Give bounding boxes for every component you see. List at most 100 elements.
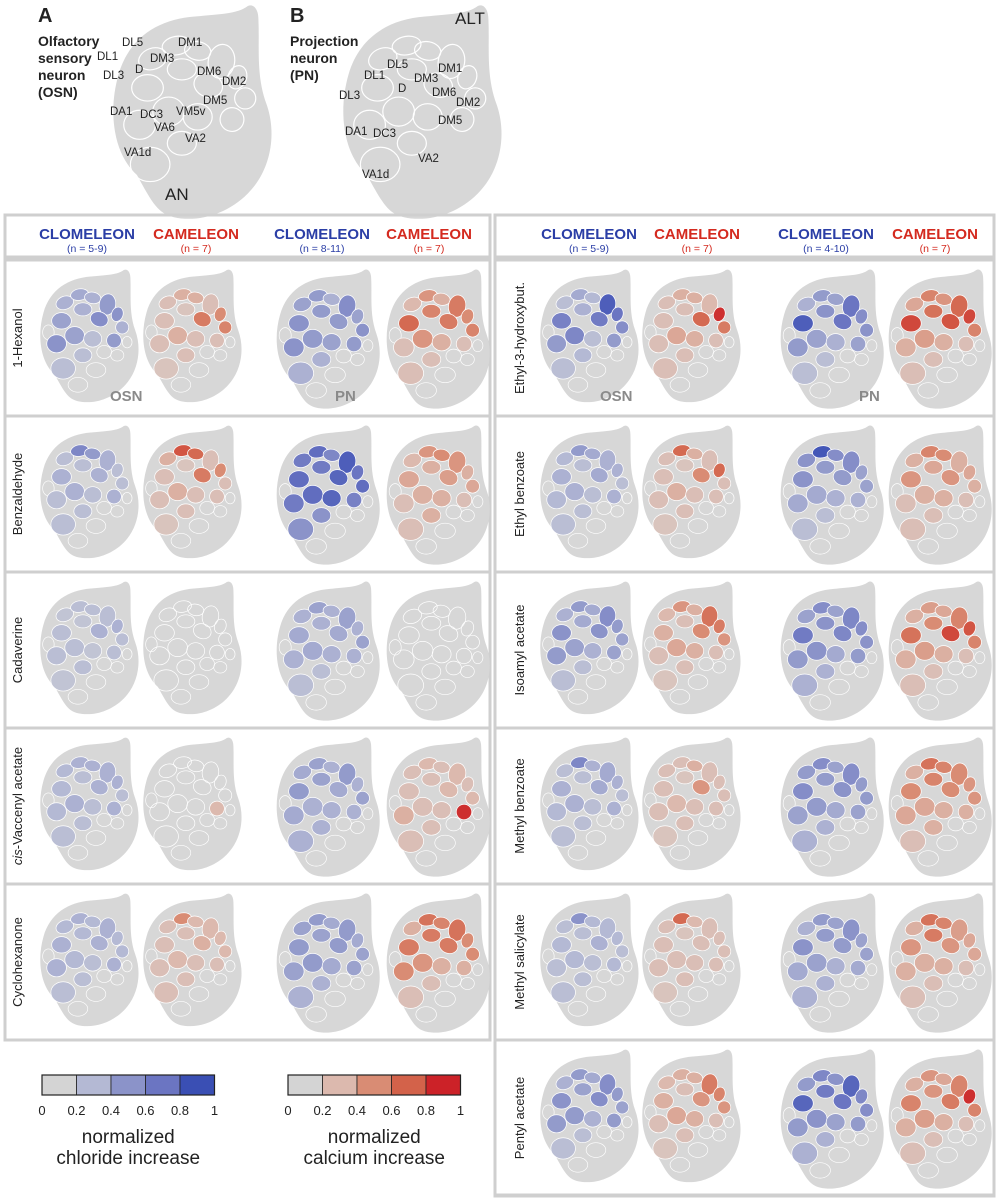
glomerulus-outline	[669, 845, 691, 861]
odor-label: Benzaldehyde	[10, 453, 25, 535]
glomerulus	[717, 632, 732, 647]
glomerulus-outline	[809, 694, 831, 711]
glomerulus	[550, 825, 576, 848]
glomerulus-outline	[610, 661, 625, 674]
glomerulus	[832, 937, 853, 954]
glomerulus-outline	[85, 674, 107, 690]
glomerulus	[854, 620, 869, 637]
legend-swatch	[179, 1074, 215, 1096]
glomerulus-outline	[962, 665, 977, 678]
glomerulus	[465, 478, 480, 494]
glomerulus	[73, 659, 93, 676]
group-label-pn: PN	[859, 388, 880, 405]
group-label-osn: OSN	[600, 388, 633, 405]
glomerulus-outline	[415, 382, 437, 399]
glomerulus	[708, 644, 724, 661]
glomerulus-outline	[567, 1001, 589, 1017]
glomerulus	[806, 328, 828, 349]
glomerulus	[546, 334, 567, 354]
glomerulus	[792, 782, 814, 801]
glomerulus	[50, 513, 76, 536]
glomerulus	[849, 335, 867, 353]
glomerulus-outline	[567, 377, 589, 393]
glomerulus	[186, 798, 206, 816]
glomerulus-outline	[362, 651, 374, 665]
glomerulus	[213, 306, 227, 322]
glomerulus	[350, 620, 365, 637]
glomerulus	[940, 937, 961, 954]
glomerulus-outline	[415, 850, 437, 867]
glomerulus-outline	[213, 973, 228, 986]
glomerulus	[923, 616, 944, 631]
glomerulus	[692, 623, 711, 640]
glomerulus	[666, 1106, 687, 1125]
sample-size: (n = 5-9)	[67, 243, 107, 255]
glomerulus	[398, 470, 420, 489]
glomerulus	[791, 829, 818, 853]
glomerulus-outline	[324, 522, 346, 539]
glomerulus	[90, 935, 109, 952]
glomerulus	[421, 663, 442, 680]
glomerulus	[50, 981, 76, 1004]
glomerulus-outline	[687, 1142, 709, 1158]
glomerulus	[551, 312, 572, 330]
glomerulus-outline	[305, 694, 327, 711]
glomerulus	[50, 825, 76, 848]
glomerulus-outline	[585, 986, 607, 1002]
glomerulus	[923, 928, 944, 943]
glomerulus-outline	[854, 665, 869, 678]
glomerulus	[923, 460, 944, 475]
glomerulus	[787, 493, 809, 514]
glomerulus	[46, 334, 67, 354]
group-label-osn: OSN	[110, 388, 143, 405]
glomerulus-label: DL1	[364, 70, 385, 82]
odor-label: Pentyl acetate	[512, 1077, 527, 1159]
legend-tick: 0.2	[67, 1103, 85, 1118]
glomerulus-outline	[567, 689, 589, 705]
glomerulus	[455, 803, 473, 821]
glomerulus	[962, 308, 977, 325]
legend-tick: 0.2	[313, 1103, 331, 1118]
glomerulus	[176, 458, 196, 473]
glomerulus	[815, 616, 836, 631]
glomerulus	[940, 625, 961, 642]
al-map-clomeleon	[276, 737, 380, 877]
glomerulus	[287, 985, 314, 1009]
glomerulus	[849, 647, 867, 665]
glomerulus-outline	[854, 509, 869, 522]
glomerulus-outline	[687, 362, 709, 378]
glomerulus	[815, 1084, 836, 1099]
glomerulus	[685, 798, 705, 816]
glomerulus	[421, 304, 442, 319]
legend-swatch	[391, 1074, 427, 1096]
glomerulus	[397, 673, 424, 697]
glomerulus	[652, 1137, 678, 1160]
glomerulus	[283, 337, 305, 358]
glomerulus	[355, 790, 370, 806]
glomerulus	[832, 625, 853, 642]
glomerulus	[421, 772, 442, 787]
glomerulus	[186, 642, 206, 660]
glomerulus-outline	[350, 665, 365, 678]
glomerulus	[176, 503, 196, 520]
glomerulus	[321, 333, 342, 352]
glomerulus	[895, 961, 917, 982]
glomerulus	[283, 493, 305, 514]
glomerulus	[815, 663, 836, 680]
glomerulus	[355, 634, 370, 650]
panel-title-line: Olfactory	[38, 33, 100, 49]
glomerulus	[460, 932, 475, 949]
glomerulus	[653, 468, 674, 486]
glomerulus	[546, 1114, 567, 1134]
glomerulus	[806, 484, 828, 505]
glomerulus-outline	[188, 518, 210, 534]
legend-swatch	[41, 1074, 77, 1096]
glomerulus	[899, 985, 926, 1009]
glomerulus	[393, 493, 415, 514]
glomerulus	[90, 623, 109, 640]
glomerulus-outline	[121, 492, 133, 505]
glomerulus-outline	[610, 973, 625, 986]
legend-tick: 0	[38, 1103, 45, 1118]
glomerulus	[393, 337, 415, 358]
glomerulus	[302, 796, 324, 817]
